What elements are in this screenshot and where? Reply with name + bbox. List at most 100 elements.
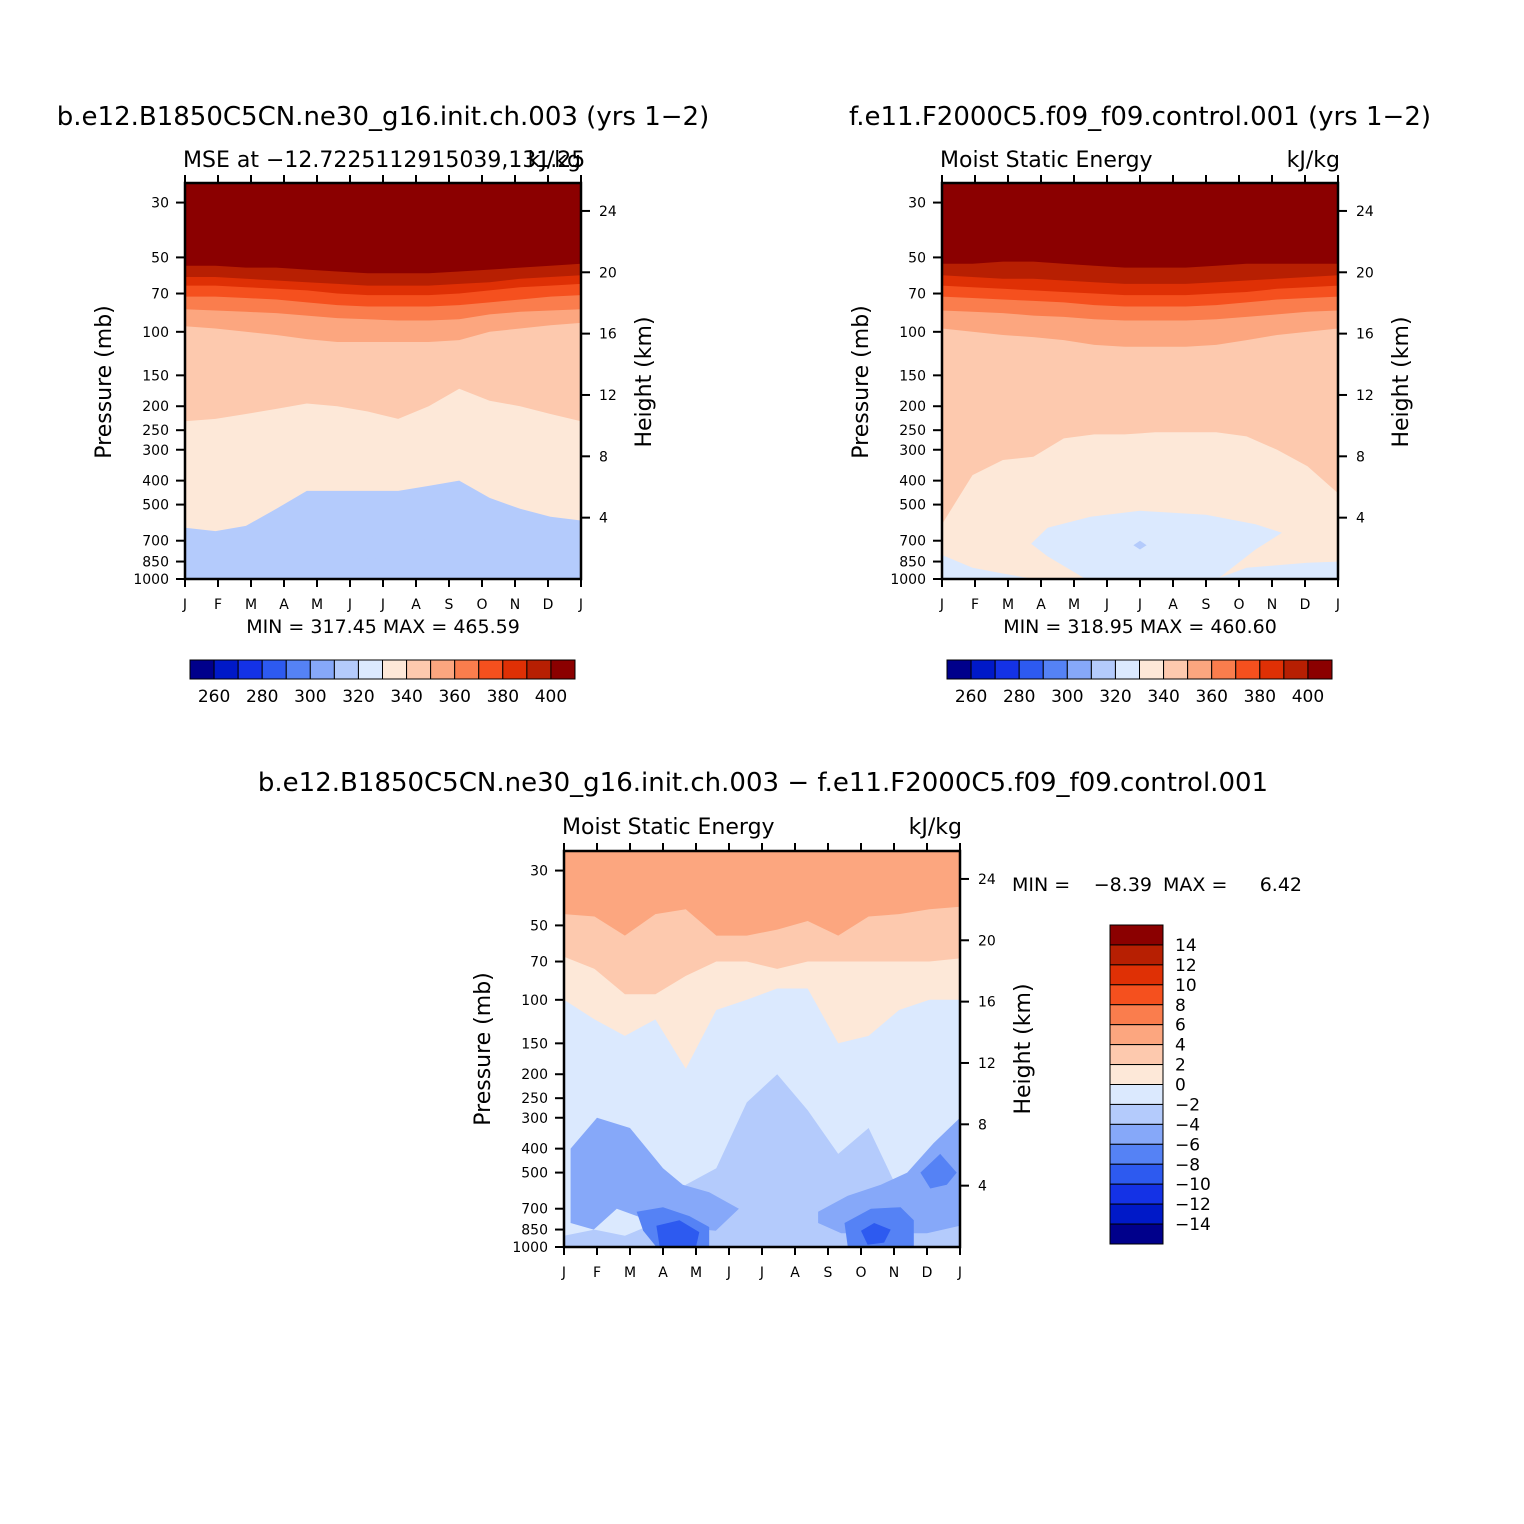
y-tick-label: 400 (521, 1142, 548, 1158)
y2-tick-label: 20 (599, 265, 617, 281)
y-tick-label: 300 (521, 1111, 548, 1127)
colorbar-label: −4 (1175, 1115, 1200, 1135)
panel1-plot-area: J F M A M J J A S O N D J 30 50 70 100 150 200 250 300 400 500… (133, 175, 617, 613)
y2-tick-label: 16 (1356, 327, 1374, 343)
x-tick-label: M (690, 1265, 702, 1281)
panel3-contour-fills (564, 851, 960, 1247)
x-tick-label: S (445, 597, 454, 613)
colorbar-swatch (333, 659, 359, 680)
x-tick-label: F (593, 1265, 601, 1281)
colorbar-swatch (1109, 1044, 1164, 1066)
colorbar-swatch (213, 659, 239, 680)
y-tick-label: 700 (521, 1202, 548, 1218)
colorbar-swatch (285, 659, 311, 680)
y-tick-label: 1000 (133, 572, 169, 588)
colorbar-label: 6 (1175, 1016, 1186, 1036)
y-tick-label: 50 (151, 250, 169, 266)
panel1-y2label: Height (km) (632, 316, 657, 447)
colorbar-label: 8 (1175, 996, 1186, 1016)
x-tick-label: M (1002, 597, 1014, 613)
colorbar-swatch (357, 659, 383, 680)
y-tick-label: 70 (530, 955, 548, 971)
y2-tick-label: 8 (599, 449, 608, 465)
y2-tick-label: 24 (978, 872, 996, 888)
colorbar-swatch (1109, 1084, 1164, 1105)
y2-tick-label: 16 (978, 995, 996, 1011)
colorbar-label: 0 (1175, 1076, 1186, 1096)
x-tick-label: A (790, 1265, 800, 1281)
panel-top-left: b.e12.B1850C5CN.ne30_g16.init.ch.003 (yr… (57, 102, 709, 707)
x-tick-label: A (1168, 597, 1178, 613)
y-tick-label: 1000 (512, 1240, 548, 1256)
colorbar-label: 400 (535, 687, 567, 707)
y-tick-label: 500 (521, 1166, 548, 1182)
x-tick-label: J (561, 1265, 566, 1281)
colorbar-swatch (189, 659, 215, 680)
colorbar-label: 300 (1051, 687, 1083, 707)
y-tick-label: 50 (530, 918, 548, 934)
y-tick-label: 100 (899, 325, 926, 341)
x-tick-label: A (411, 597, 421, 613)
colorbar-swatch (502, 659, 528, 680)
y-tick-label: 250 (899, 423, 926, 439)
panel1-subtitle-left: MSE at −12.7225112915039,131.25 (183, 148, 585, 173)
x-tick-label: O (1233, 597, 1244, 613)
x-tick-label: O (476, 597, 487, 613)
contour-blob-0 (330, 534, 443, 559)
colorbar-label: 360 (1195, 687, 1227, 707)
colorbar-swatch (1109, 1163, 1164, 1185)
x-tick-label: J (347, 597, 352, 613)
y-tick-label: 250 (142, 423, 169, 439)
panel2-y2label: Height (km) (1389, 316, 1414, 447)
y-tick-label: 200 (142, 399, 169, 415)
colorbar-label: 280 (1003, 687, 1035, 707)
colorbar-label: 4 (1175, 1036, 1186, 1056)
x-tick-label: J (1104, 597, 1109, 613)
colorbar-label: 360 (438, 687, 470, 707)
contour-blob-1 (818, 1117, 960, 1234)
colorbar-swatch (1283, 659, 1309, 680)
colorbar-swatch (454, 659, 480, 680)
y-tick-label: 70 (908, 287, 926, 303)
panel2-subtitle-left: Moist Static Energy (940, 148, 1153, 173)
x-tick-label: J (1335, 597, 1340, 613)
y-tick-label: 250 (521, 1091, 548, 1107)
colorbar-swatch (946, 659, 972, 680)
x-tick-label: J (957, 1265, 962, 1281)
colorbar-label: −12 (1175, 1195, 1211, 1215)
colorbar-label: −8 (1175, 1155, 1200, 1175)
x-tick-label: N (1267, 597, 1277, 613)
x-tick-label: M (311, 597, 323, 613)
colorbar-label: −14 (1175, 1215, 1211, 1235)
colorbar-swatch (1109, 1143, 1164, 1165)
y2-tick-label: 8 (1356, 449, 1365, 465)
colorbar-swatch (237, 659, 263, 680)
x-tick-label: J (182, 597, 187, 613)
contour-blob-1 (1133, 540, 1147, 550)
x-tick-label: F (214, 597, 222, 613)
y-tick-label: 400 (899, 474, 926, 490)
x-tick-label: F (971, 597, 979, 613)
colorbar-swatch (1042, 659, 1068, 680)
x-tick-label: J (726, 1265, 731, 1281)
panel1-ylabel: Pressure (mb) (92, 305, 117, 459)
colorbar-swatch (1211, 659, 1237, 680)
colorbar-swatch (1163, 659, 1189, 680)
panel2-title: f.e11.F2000C5.f09_f09.control.001 (yrs 1… (849, 102, 1431, 132)
contour-blob-5 (656, 1220, 700, 1247)
colorbar-swatch (1139, 659, 1165, 680)
colorbar-swatch (1259, 659, 1285, 680)
panel1-title: b.e12.B1850C5CN.ne30_g16.init.ch.003 (yr… (57, 102, 709, 132)
colorbar-swatch (1109, 1183, 1164, 1205)
y2-tick-label: 20 (1356, 265, 1374, 281)
colorbar-swatch (1307, 659, 1333, 680)
colorbar-swatch (1109, 964, 1164, 986)
x-tick-label: A (279, 597, 289, 613)
colorbar-label: 380 (487, 687, 519, 707)
colorbar-swatch (1187, 659, 1213, 680)
y-tick-label: 500 (142, 498, 169, 514)
colorbar-swatch (1109, 924, 1164, 946)
y-tick-label: 100 (142, 325, 169, 341)
